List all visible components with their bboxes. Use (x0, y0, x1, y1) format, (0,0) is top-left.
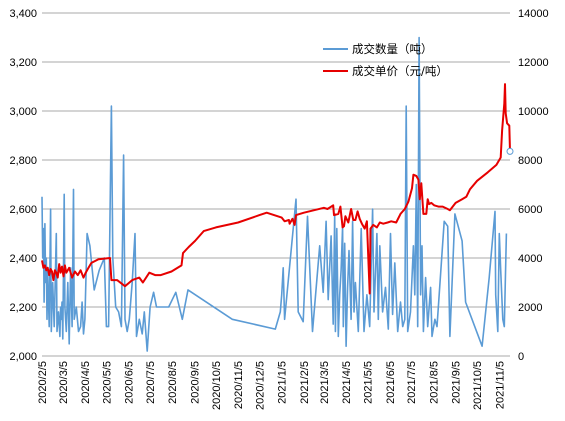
x-tick-label-10: 2020/12/5 (255, 361, 267, 410)
right-tick-label-3: 6000 (518, 204, 542, 216)
left-tick-label-0: 2,000 (9, 351, 37, 363)
x-tick-label-21: 2021/11/5 (494, 361, 506, 409)
right-tick-label-6: 12000 (518, 57, 549, 69)
x-tick-label-3: 2020/5/5 (101, 361, 113, 404)
x-tick-label-11: 2021/1/5 (277, 361, 289, 404)
x-tick-label-19: 2021/9/5 (451, 361, 463, 404)
right-tick-label-1: 2000 (518, 302, 542, 314)
left-tick-label-7: 3,400 (9, 8, 37, 20)
x-axis: 2020/2/5 2020/3/5 2020/4/5 2020/5/5 2020/6/5… (37, 361, 506, 410)
x-tick-label-15: 2021/5/5 (363, 361, 375, 404)
x-tick-label-13: 2021/3/5 (319, 361, 331, 404)
left-tick-label-2: 2,400 (9, 253, 37, 265)
series-layer (41, 36, 514, 352)
legend-label-price: 成交单价（元/吨） (352, 64, 448, 78)
legend-label-quantity: 成交数量（吨） (352, 42, 433, 56)
series-line-1 (41, 83, 511, 295)
x-tick-label-5: 2020/7/5 (145, 361, 157, 404)
x-tick-label-16: 2021/6/5 (385, 361, 397, 404)
right-tick-label-5: 10000 (518, 106, 549, 118)
right-tick-label-7: 14000 (518, 8, 549, 20)
series-line-0 (41, 36, 508, 352)
right-axis: 0 2000 4000 6000 8000 10000 12000 14000 (518, 8, 549, 363)
x-tick-label-18: 2021/8/5 (428, 361, 440, 404)
x-tick-label-8: 2020/10/5 (211, 361, 223, 410)
grid-layer (42, 12, 510, 357)
x-tick-label-9: 2020/11/5 (233, 361, 245, 409)
x-tick-label-14: 2021/4/5 (341, 361, 353, 404)
right-tick-label-4: 8000 (518, 155, 542, 167)
x-tick-label-2: 2020/4/5 (80, 361, 92, 404)
left-tick-label-1: 2,200 (9, 302, 37, 314)
series-end-marker (506, 147, 514, 155)
left-tick-label-6: 3,200 (9, 57, 37, 69)
right-tick-label-0: 0 (518, 351, 524, 363)
x-tick-label-1: 2020/3/5 (58, 361, 70, 404)
x-tick-label-6: 2020/8/5 (167, 361, 179, 404)
left-tick-label-5: 3,000 (9, 106, 37, 118)
x-tick-label-12: 2021/2/5 (299, 361, 311, 404)
x-tick-label-4: 2020/6/5 (124, 361, 136, 404)
left-tick-label-4: 2,800 (9, 155, 37, 167)
x-tick-label-7: 2020/9/5 (189, 361, 201, 404)
x-tick-label-20: 2021/10/5 (472, 361, 484, 410)
legend: 成交数量（吨） 成交单价（元/吨） (323, 42, 448, 78)
right-tick-label-2: 4000 (518, 253, 542, 265)
left-axis: 2,000 2,200 2,400 2,600 2,800 3,000 3,200 3,400 (9, 8, 37, 363)
x-tick-label-0: 2020/2/5 (37, 361, 49, 404)
x-tick-label-17: 2021/7/5 (406, 361, 418, 404)
left-tick-label-3: 2,600 (9, 204, 37, 216)
